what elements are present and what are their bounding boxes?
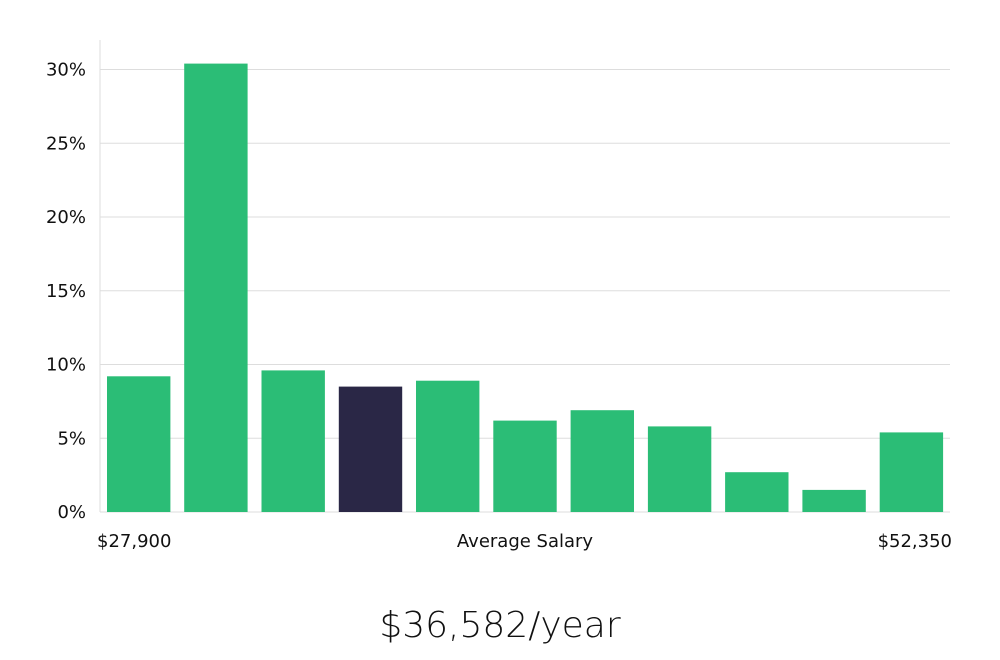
y-tick-label: 0%	[57, 502, 86, 523]
x-axis-title: Average Salary	[457, 531, 594, 552]
y-tick-label: 20%	[46, 207, 86, 228]
bar-highlighted	[338, 386, 403, 512]
bars	[107, 63, 944, 512]
bar	[879, 432, 944, 512]
bar	[647, 426, 712, 512]
bar	[802, 489, 866, 512]
y-tick-label: 25%	[46, 133, 86, 154]
y-tick-label: 5%	[57, 428, 86, 449]
bar	[107, 376, 171, 512]
y-tick-label: 10%	[46, 355, 86, 376]
y-tick-label: 30%	[46, 60, 86, 81]
bar	[261, 370, 325, 512]
average-salary-value: $36,582/year	[379, 605, 621, 646]
salary-histogram: 0% 5% 10% 15% 20% 25% 30% $27,900 Average Sala…	[46, 40, 952, 552]
x-min-label: $27,900	[97, 531, 171, 552]
x-max-label: $52,350	[878, 531, 952, 552]
y-axis-ticks: 0% 5% 10% 15% 20% 25% 30%	[46, 60, 86, 524]
bar	[416, 380, 480, 512]
bar	[493, 420, 557, 512]
bar	[725, 472, 789, 512]
bar	[570, 410, 634, 512]
y-tick-label: 15%	[46, 281, 86, 302]
bar	[184, 63, 248, 512]
